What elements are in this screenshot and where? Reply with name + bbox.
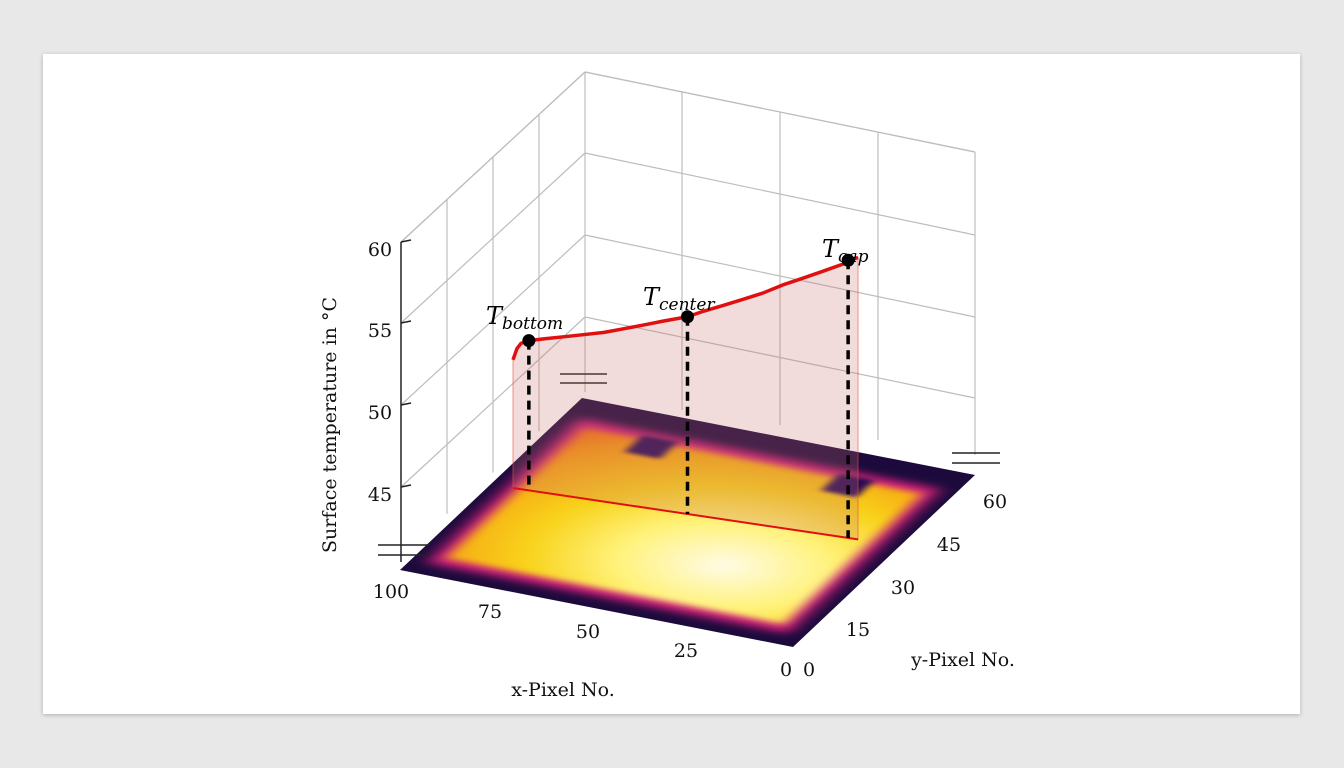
annotation-base: T bbox=[643, 283, 660, 311]
y-tick-label: 0 bbox=[802, 659, 816, 681]
y-tick-label: 30 bbox=[890, 577, 916, 599]
z-tick-label: 60 bbox=[367, 239, 393, 261]
z-axis-label: Surface temperature in °C bbox=[319, 297, 341, 553]
annotation-t-center: Tcenter bbox=[643, 283, 715, 315]
y-tick-label: 45 bbox=[936, 534, 962, 556]
z-tick-label: 50 bbox=[367, 402, 393, 424]
annotation-sub: bottom bbox=[502, 314, 564, 334]
z-tick bbox=[400, 239, 412, 243]
z-axis bbox=[400, 239, 412, 562]
y-axis-label: y-Pixel No. bbox=[911, 649, 1015, 671]
z-tick-label: 55 bbox=[367, 320, 393, 342]
annotation-marker bbox=[681, 310, 694, 324]
x-tick-label: 100 bbox=[372, 581, 410, 603]
x-axis-label: x-Pixel No. bbox=[511, 679, 615, 701]
x-tick-label: 50 bbox=[575, 621, 601, 643]
y-tick-label: 60 bbox=[982, 491, 1008, 513]
z-tick bbox=[400, 484, 412, 488]
annotation-t-cap: Tcap bbox=[822, 235, 869, 267]
z-tick-label: 45 bbox=[367, 484, 393, 506]
profile-group bbox=[511, 253, 859, 541]
z-tick bbox=[400, 320, 412, 324]
floor-profile-line bbox=[512, 487, 859, 541]
y-tick-label: 15 bbox=[845, 619, 871, 641]
annotation-base: T bbox=[822, 235, 839, 263]
x-tick-label: 75 bbox=[477, 601, 503, 623]
annotation-base: T bbox=[486, 302, 503, 330]
grid bbox=[400, 71, 976, 514]
annotation-t-bottom: Tbottom bbox=[486, 302, 563, 334]
z-tick bbox=[400, 402, 412, 406]
x-tick-label: 0 bbox=[779, 659, 793, 681]
annotation-sub: cap bbox=[838, 247, 869, 267]
axis-breaks bbox=[378, 373, 1000, 556]
annotation-sub: center bbox=[659, 295, 715, 315]
annotation-marker bbox=[841, 253, 855, 267]
temperature-profile-line bbox=[511, 255, 859, 361]
x-tick-label: 25 bbox=[673, 640, 699, 662]
annotation-marker bbox=[522, 334, 536, 348]
